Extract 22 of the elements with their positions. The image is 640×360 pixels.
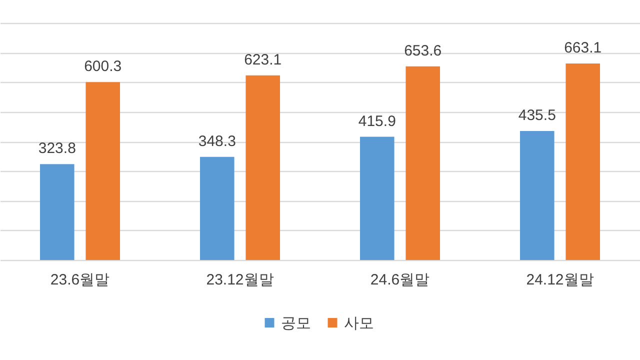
x-tick-label: 24.6월말	[370, 272, 430, 288]
data-label: 415.9	[358, 112, 396, 130]
bar	[40, 164, 74, 260]
bar	[520, 130, 554, 260]
bar	[86, 82, 120, 260]
data-label: 653.6	[404, 42, 442, 60]
bar	[246, 75, 280, 260]
data-label: 348.3	[198, 132, 236, 150]
x-tick-label: 24.12월말	[526, 272, 594, 288]
data-label: 323.8	[38, 140, 76, 158]
legend-label: 사모	[344, 314, 374, 332]
bar	[360, 136, 394, 260]
bar	[566, 64, 600, 260]
bar	[200, 156, 234, 260]
data-label: 600.3	[84, 58, 122, 76]
data-label: 623.1	[244, 51, 282, 68]
data-label: 663.1	[564, 40, 602, 57]
x-tick-label: 23.6월말	[50, 272, 110, 288]
legend-label: 공모	[281, 314, 311, 332]
bar	[406, 66, 440, 260]
data-label: 435.5	[518, 106, 556, 124]
x-tick-label: 23.12월말	[206, 272, 274, 288]
